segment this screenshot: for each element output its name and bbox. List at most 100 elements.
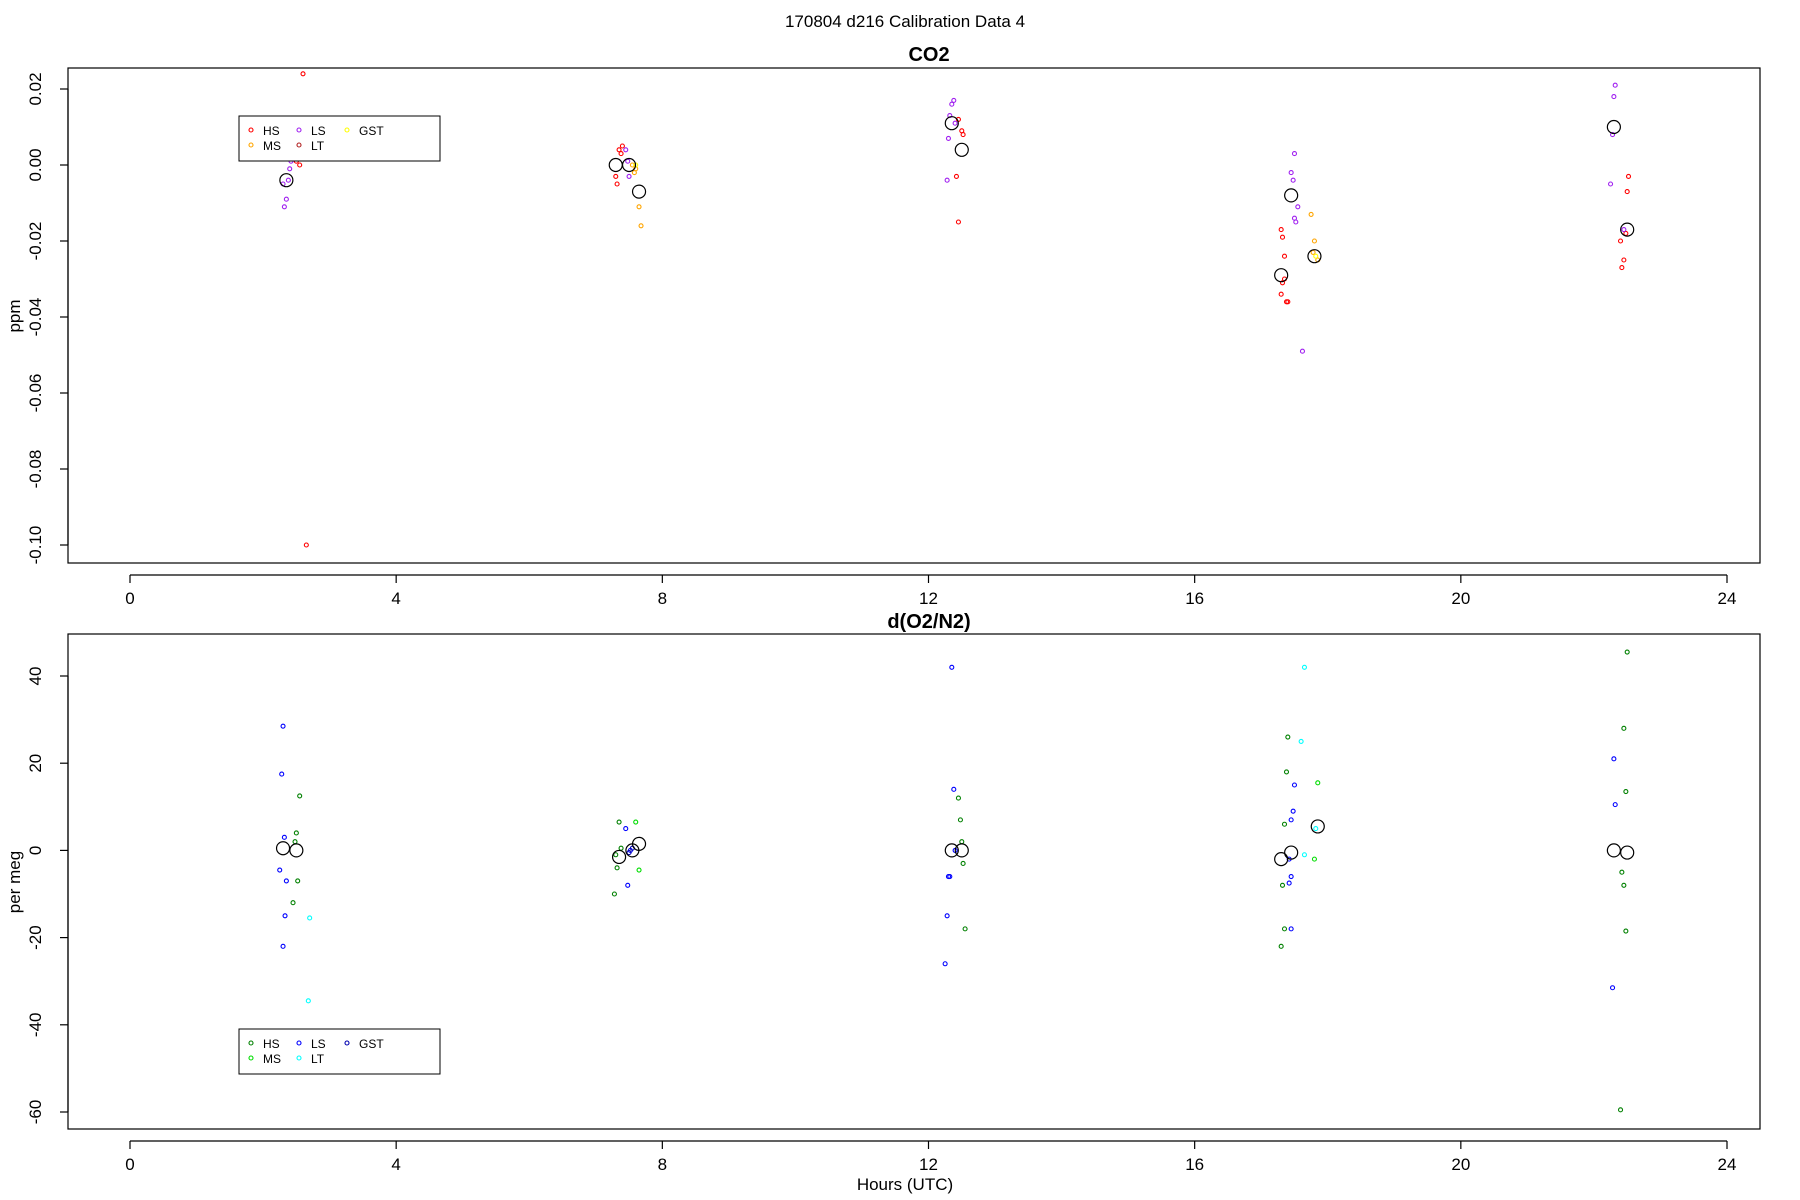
o2n2-panel: d(O2/N2) per meg Hours (UTC) 0 4 8 12 16 20 24… bbox=[5, 611, 1761, 1194]
o2n2-point-lt bbox=[1301, 852, 1308, 858]
o2n2-panel-title: d(O2/N2) bbox=[887, 611, 970, 633]
co2-legend-swatch bbox=[344, 127, 350, 133]
o2n2-point-ls bbox=[1290, 808, 1296, 814]
o2n2-x-tick-label: 0 bbox=[125, 1155, 134, 1174]
o2n2-legend-label: GST bbox=[359, 1037, 384, 1051]
co2-point-hs bbox=[955, 219, 961, 225]
co2-point-hs bbox=[1278, 227, 1284, 233]
o2n2-point-hs bbox=[1281, 821, 1288, 827]
co2-y-tick-label: 0.02 bbox=[26, 72, 45, 105]
o2n2-point-lt bbox=[1313, 826, 1319, 832]
o2n2-y-tick-label: 20 bbox=[26, 754, 45, 773]
co2-legend-swatch bbox=[296, 127, 302, 133]
co2-point-mean bbox=[1620, 222, 1635, 237]
o2n2-y-axis-label: per meg bbox=[5, 851, 24, 913]
co2-point-ls bbox=[623, 147, 629, 153]
co2-point-hs bbox=[953, 173, 959, 179]
co2-point-ls bbox=[1291, 215, 1298, 221]
o2n2-legend-swatch bbox=[296, 1055, 302, 1061]
o2n2-point-hs bbox=[1619, 869, 1625, 875]
o2n2-point-ls bbox=[625, 882, 631, 888]
o2n2-point-lt bbox=[307, 915, 313, 921]
co2-point-ls bbox=[285, 177, 291, 183]
co2-point-ls bbox=[1299, 348, 1306, 354]
co2-point-hs bbox=[1285, 299, 1291, 305]
co2-point-hs bbox=[614, 181, 620, 187]
o2n2-point-mean bbox=[611, 849, 627, 865]
o2n2-point-ls bbox=[277, 867, 283, 873]
o2n2-x-tick-label: 20 bbox=[1451, 1155, 1470, 1174]
o2n2-point-ls bbox=[1286, 880, 1292, 886]
o2n2-point-mean bbox=[275, 841, 291, 856]
o2n2-point-hs bbox=[613, 852, 619, 858]
co2-point-hs bbox=[303, 542, 309, 548]
o2n2-legend-swatch bbox=[248, 1055, 254, 1061]
o2n2-point-hs bbox=[957, 817, 963, 823]
o2n2-legend-label: LS bbox=[311, 1037, 326, 1051]
co2-point-ms bbox=[629, 162, 635, 168]
co2-point-hs bbox=[1625, 173, 1632, 179]
co2-point-mean bbox=[954, 142, 969, 157]
o2n2-point-hs bbox=[1623, 788, 1629, 795]
o2n2-point-hs bbox=[962, 926, 968, 932]
o2n2-point-hs bbox=[960, 860, 966, 867]
co2-point-mean bbox=[944, 116, 959, 131]
o2n2-point-ms bbox=[1315, 780, 1321, 786]
co2-point-mean bbox=[279, 173, 294, 188]
o2n2-legend-label: HS bbox=[263, 1037, 280, 1051]
o2n2-point-hs bbox=[1281, 926, 1288, 932]
x-axis-label: Hours (UTC) bbox=[857, 1175, 953, 1194]
o2n2-point-ls bbox=[1611, 756, 1617, 762]
co2-point-ls bbox=[1621, 227, 1627, 233]
o2n2-point-ls bbox=[942, 961, 948, 967]
co2-point-hs bbox=[1619, 265, 1625, 271]
figure-title: 170804 d216 Calibration Data 4 bbox=[785, 12, 1025, 31]
co2-point-mean bbox=[1606, 119, 1621, 135]
co2-x-tick-label: 8 bbox=[658, 589, 667, 608]
o2n2-points bbox=[275, 649, 1635, 1113]
o2n2-point-hs bbox=[955, 795, 961, 801]
o2n2-point-hs bbox=[614, 865, 620, 871]
o2n2-x-tick-label: 24 bbox=[1718, 1155, 1737, 1174]
co2-x-tick-label: 4 bbox=[391, 589, 400, 608]
co2-point-ls bbox=[283, 196, 289, 202]
co2-panel: CO2 ppm 0 4 8 12 16 20 24 -0.10 -0.08 -0.06 -0.04… bbox=[5, 44, 1761, 608]
o2n2-point-hs bbox=[297, 793, 303, 799]
o2n2-legend-box bbox=[238, 1028, 441, 1075]
o2n2-point-hs bbox=[1285, 734, 1291, 740]
o2n2-point-hs bbox=[1617, 1107, 1624, 1113]
o2n2-point-hs bbox=[292, 839, 298, 845]
o2n2-point-ls bbox=[1612, 802, 1618, 808]
co2-point-gst bbox=[1313, 253, 1319, 259]
o2n2-point-mean bbox=[1274, 852, 1289, 867]
co2-point-ls bbox=[1611, 94, 1617, 100]
co2-y-tick-label: -0.02 bbox=[26, 222, 45, 261]
o2n2-point-ls bbox=[947, 874, 953, 880]
o2n2-point-ls bbox=[1288, 874, 1294, 880]
o2n2-y-tick-label: -40 bbox=[26, 1013, 45, 1038]
o2n2-x-tick-label: 8 bbox=[658, 1155, 667, 1174]
co2-point-hs bbox=[618, 151, 624, 157]
co2-point-mean bbox=[1274, 268, 1289, 283]
co2-point-ls bbox=[951, 97, 957, 103]
co2-y-tick-label: -0.06 bbox=[26, 374, 45, 413]
co2-point-ls bbox=[281, 204, 287, 210]
o2n2-y-axis: -60 -40 -20 0 20 40 bbox=[26, 667, 69, 1124]
co2-legend-label: LS bbox=[311, 124, 326, 138]
co2-legend-box bbox=[238, 115, 441, 162]
co2-point-ls bbox=[626, 173, 632, 179]
co2-legend-label: MS bbox=[263, 139, 281, 153]
o2n2-point-mean bbox=[1606, 843, 1621, 858]
co2-y-axis: -0.10 -0.08 -0.06 -0.04 -0.02 0.00 0.02 bbox=[26, 72, 69, 564]
co2-panel-title: CO2 bbox=[908, 44, 949, 66]
o2n2-point-ms bbox=[636, 867, 642, 873]
co2-point-ms bbox=[636, 204, 642, 210]
o2n2-point-mean bbox=[289, 843, 304, 858]
co2-point-hs bbox=[960, 132, 966, 138]
o2n2-x-tick-label: 16 bbox=[1185, 1155, 1204, 1174]
co2-y-tick-label: -0.04 bbox=[26, 298, 45, 337]
o2n2-point-ls bbox=[281, 834, 287, 840]
co2-point-ls bbox=[1290, 177, 1296, 183]
